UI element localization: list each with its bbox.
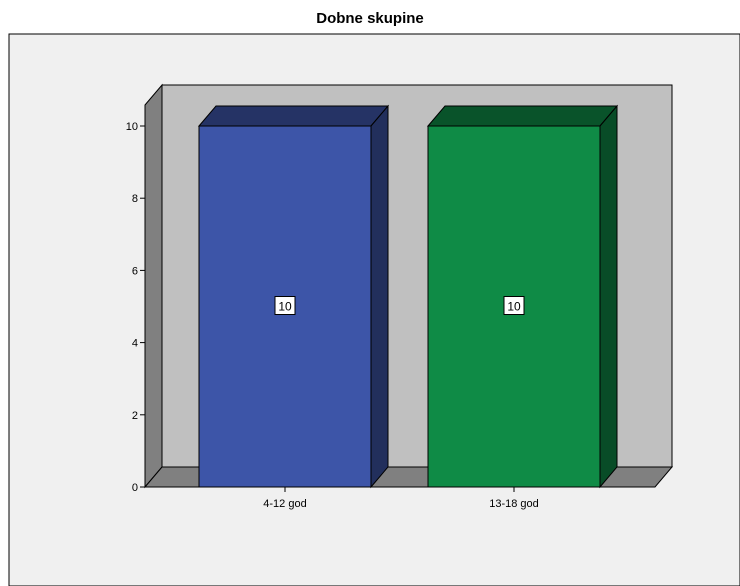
bar-side bbox=[370, 104, 389, 489]
y-tick-label: 10 bbox=[126, 121, 138, 133]
data-label-value: 10 bbox=[278, 300, 292, 314]
data-label-box bbox=[503, 296, 525, 315]
plot-left-wall bbox=[144, 83, 163, 489]
y-tick-label: 8 bbox=[132, 193, 138, 205]
x-category-label: 13-18 god bbox=[489, 498, 539, 510]
data-labels: 10 10 bbox=[274, 296, 525, 315]
x-category-label: 4-12 god bbox=[263, 498, 306, 510]
y-tick-label: 2 bbox=[132, 410, 138, 422]
data-label: 10 bbox=[274, 296, 296, 315]
y-tick-label: 4 bbox=[132, 338, 138, 350]
bars: 4-12 god 13-18 god bbox=[197, 104, 619, 510]
y-axis: 0 2 4 6 8 10 bbox=[126, 105, 146, 494]
chart-title: Dobne skupine bbox=[316, 10, 424, 27]
data-label-value: 10 bbox=[507, 300, 521, 314]
y-tick-label: 0 bbox=[132, 482, 138, 494]
data-label: 10 bbox=[503, 296, 525, 315]
bar-side bbox=[599, 104, 618, 489]
bar-top bbox=[426, 105, 619, 127]
y-tick-label: 6 bbox=[132, 265, 138, 277]
bar-top bbox=[197, 105, 390, 127]
data-label-box bbox=[274, 296, 296, 315]
